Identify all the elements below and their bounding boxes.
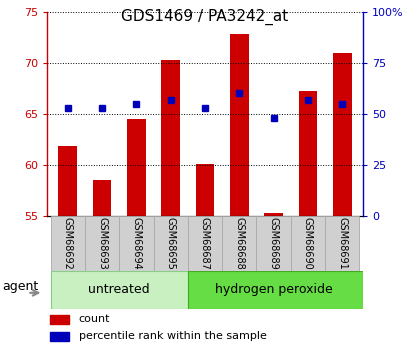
Bar	[50, 332, 69, 341]
FancyBboxPatch shape	[50, 216, 85, 271]
FancyBboxPatch shape	[153, 216, 187, 271]
Text: GSM68687: GSM68687	[200, 217, 209, 270]
Text: GSM68689: GSM68689	[268, 217, 278, 269]
Bar	[58, 146, 77, 216]
Text: untreated: untreated	[88, 283, 150, 296]
Bar	[332, 53, 351, 216]
FancyBboxPatch shape	[187, 271, 362, 309]
Bar	[263, 213, 282, 216]
FancyBboxPatch shape	[256, 216, 290, 271]
Text: GSM68691: GSM68691	[337, 217, 346, 269]
Text: GSM68692: GSM68692	[63, 217, 72, 270]
FancyBboxPatch shape	[187, 216, 222, 271]
Text: percentile rank within the sample: percentile rank within the sample	[79, 331, 266, 341]
Text: GSM68693: GSM68693	[97, 217, 107, 269]
Text: agent: agent	[2, 279, 38, 293]
Text: hydrogen peroxide: hydrogen peroxide	[214, 283, 332, 296]
Bar	[195, 164, 214, 216]
Bar	[92, 180, 111, 216]
Text: GSM68695: GSM68695	[165, 217, 175, 270]
FancyBboxPatch shape	[85, 216, 119, 271]
FancyBboxPatch shape	[50, 271, 187, 309]
Bar	[50, 315, 69, 324]
Text: GSM68690: GSM68690	[302, 217, 312, 269]
Bar	[298, 91, 317, 216]
Bar	[161, 60, 180, 216]
FancyBboxPatch shape	[119, 216, 153, 271]
Bar	[229, 34, 248, 216]
FancyBboxPatch shape	[222, 216, 256, 271]
Text: GSM68688: GSM68688	[234, 217, 244, 269]
Text: GDS1469 / PA3242_at: GDS1469 / PA3242_at	[121, 9, 288, 25]
FancyBboxPatch shape	[324, 216, 359, 271]
FancyBboxPatch shape	[290, 216, 324, 271]
Text: GSM68694: GSM68694	[131, 217, 141, 269]
Bar	[127, 119, 146, 216]
Text: count: count	[79, 314, 110, 324]
